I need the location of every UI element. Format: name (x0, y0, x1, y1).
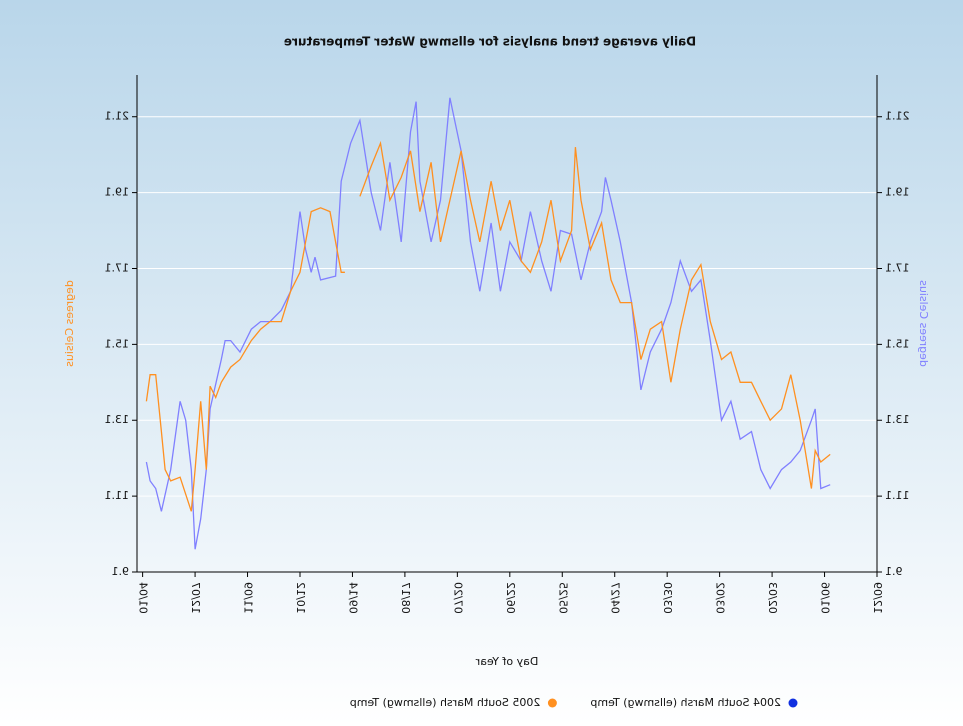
y-tick-label: 19.1 (885, 186, 910, 199)
legend-marker (547, 698, 557, 708)
y2-tick-label: 19.1 (105, 186, 130, 199)
y2-tick-label: 13.1 (105, 413, 130, 426)
series-line (145, 140, 831, 512)
x-tick-label: 12/07 (189, 582, 202, 614)
y2-tick-label: 9.1 (112, 565, 130, 578)
x-tick-label: 02/03 (766, 582, 779, 614)
y2-tick-label: 17.1 (105, 261, 130, 274)
x-tick-label: 09/14 (346, 582, 359, 614)
y-tick-label: 17.1 (885, 261, 910, 274)
x-tick-label: 04/27 (609, 582, 622, 614)
x-tick-label: 06/22 (504, 582, 517, 614)
y-tick-label: 13.1 (885, 413, 910, 426)
x-tick-label: 03/30 (661, 582, 674, 614)
x-tick-label: 08/17 (399, 582, 412, 614)
chart-title: Daily average trend analysis for ellsmwg… (284, 35, 696, 49)
series-line (145, 97, 831, 550)
x-tick-label: 12/09 (871, 582, 884, 614)
x-tick-label: 03/02 (714, 582, 727, 614)
y2-tick-label: 11.1 (105, 489, 130, 502)
y-tick-label: 11.1 (885, 489, 910, 502)
legend-label: 2004 South Marsh (ellsmwg) Temp (590, 696, 781, 709)
y-tick-label: 15.1 (885, 337, 910, 350)
x-tick-label: 01/04 (137, 582, 150, 614)
legend-label: 2005 South Marsh (ellsmwg) Temp (350, 696, 541, 709)
x-tick-label: 11/09 (242, 582, 255, 614)
x-tick-label: 01/06 (819, 582, 832, 614)
x-tick-label: 10/12 (294, 582, 307, 614)
x-tick-label: 05/25 (556, 582, 569, 614)
x-axis-title: Day of Year (475, 655, 538, 668)
y2-tick-label: 15.1 (105, 337, 130, 350)
legend-marker (788, 698, 798, 708)
y-axis-title: degrees Celsius (917, 280, 930, 367)
y2-tick-label: 21.1 (105, 110, 130, 123)
x-tick-label: 07/20 (451, 582, 464, 614)
y-tick-label: 21.1 (885, 110, 910, 123)
y-tick-label: 9.1 (885, 565, 903, 578)
y2-axis-title: degrees Celsius (63, 280, 76, 367)
